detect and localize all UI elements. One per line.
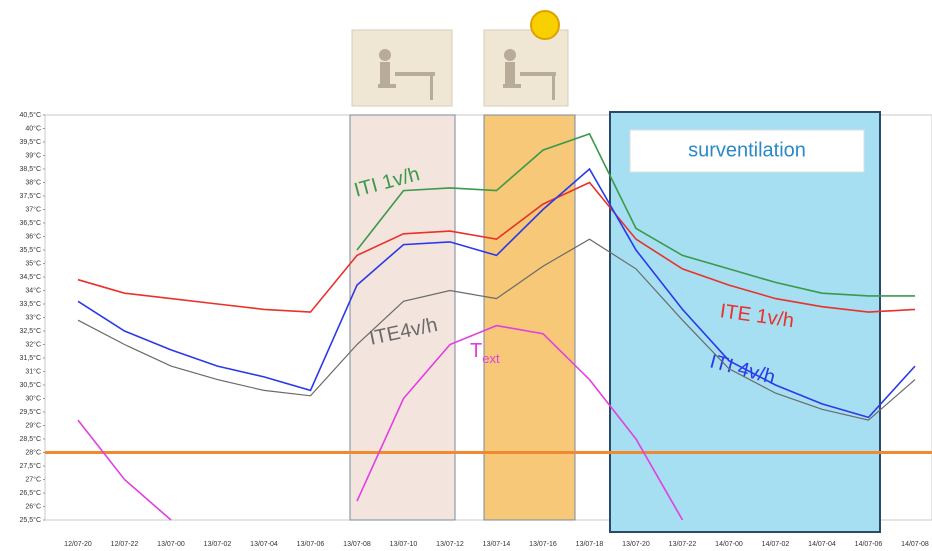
y-tick-label: 31°C	[25, 367, 41, 375]
series-line	[77, 167, 916, 419]
y-tick-label: 40°C	[25, 124, 41, 132]
y-tick-label: 26,5°C	[20, 489, 41, 497]
y-tick-label: 38°C	[25, 178, 41, 186]
y-tick-label: 32°C	[25, 340, 41, 348]
x-tick-label: 13/07-14	[483, 541, 511, 548]
x-tick-label: 13/07-02	[204, 541, 232, 548]
y-tick-label: 39°C	[25, 151, 41, 159]
sun-band	[483, 114, 576, 521]
y-tick-label: 35,5°C	[20, 246, 41, 254]
sun-icon	[530, 10, 560, 40]
x-tick-label: 13/07-22	[669, 541, 697, 548]
series-label-subscript: ext	[482, 351, 500, 366]
x-tick-label: 13/07-08	[343, 541, 371, 548]
x-tick-label: 13/07-10	[390, 541, 418, 548]
x-tick-label: 13/07-20	[622, 541, 650, 548]
x-tick-label: 14/07-04	[808, 541, 836, 548]
occupancy-icon	[483, 29, 569, 107]
y-tick-label: 35°C	[25, 259, 41, 267]
x-tick-label: 14/07-02	[762, 541, 790, 548]
x-tick-label: 14/07-06	[855, 541, 883, 548]
x-tick-label: 14/07-00	[715, 541, 743, 548]
y-tick-label: 27°C	[25, 475, 41, 483]
y-tick-label: 37,5°C	[20, 192, 41, 200]
x-tick-label: 12/07-22	[111, 541, 139, 548]
x-tick-label: 14/07-08	[901, 541, 929, 548]
y-tick-label: 30°C	[25, 394, 41, 402]
series-line	[356, 132, 915, 297]
x-tick-label: 13/07-12	[436, 541, 464, 548]
series-line	[77, 324, 684, 521]
y-tick-label: 29°C	[25, 421, 41, 429]
annotation-box	[629, 129, 865, 173]
person-icon	[378, 49, 556, 100]
x-tick-label: 13/07-16	[529, 541, 557, 548]
y-tick-label: 26°C	[25, 502, 41, 510]
series-line	[77, 238, 916, 421]
y-tick-label: 37°C	[25, 205, 41, 213]
y-tick-label: 34,5°C	[20, 273, 41, 281]
y-tick-label: 38,5°C	[20, 165, 41, 173]
y-tick-label: 33,5°C	[20, 300, 41, 308]
y-tick-label: 29,5°C	[20, 408, 41, 416]
series-label: Text	[470, 340, 500, 366]
y-tick-label: 30,5°C	[20, 381, 41, 389]
y-tick-label: 31,5°C	[20, 354, 41, 362]
y-tick-label: 28°C	[25, 448, 41, 456]
x-tick-label: 13/07-18	[576, 541, 604, 548]
y-tick-label: 32,5°C	[20, 327, 41, 335]
x-tick-label: 13/07-04	[250, 541, 278, 548]
y-tick-label: 33°C	[25, 313, 41, 321]
x-tick-label: 13/07-00	[157, 541, 185, 548]
y-tick-label: 40,5°C	[20, 111, 41, 119]
y-tick-label: 36°C	[25, 232, 41, 240]
series-label-name: T	[470, 340, 482, 362]
y-tick-label: 28,5°C	[20, 435, 41, 443]
y-tick-label: 27,5°C	[20, 462, 41, 470]
y-tick-label: 36,5°C	[20, 219, 41, 227]
annotation: surventilation	[688, 139, 806, 161]
ventilation-band	[609, 111, 881, 533]
y-tick-label: 39,5°C	[20, 138, 41, 146]
x-tick-label: 12/07-20	[64, 541, 92, 548]
y-tick-label: 34°C	[25, 286, 41, 294]
x-tick-label: 13/07-06	[297, 541, 325, 548]
y-tick-label: 25,5°C	[20, 516, 41, 524]
series-line	[77, 181, 916, 313]
occupancy-icon	[351, 29, 453, 107]
